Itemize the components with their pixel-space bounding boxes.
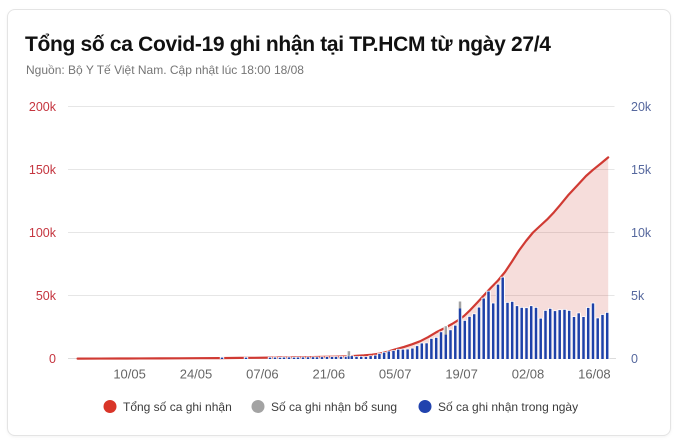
svg-text:20k: 20k [631,100,652,114]
svg-text:16/08: 16/08 [578,366,611,381]
svg-text:10/05: 10/05 [113,366,146,381]
svg-text:10k: 10k [631,226,652,240]
svg-text:19/07: 19/07 [445,366,478,381]
svg-text:150k: 150k [29,163,57,177]
svg-text:0: 0 [631,352,638,366]
svg-text:100k: 100k [29,226,57,240]
svg-text:Tổng số ca ghi nhận: Tổng số ca ghi nhận [123,400,232,414]
svg-text:24/05: 24/05 [180,366,213,381]
svg-text:15k: 15k [631,163,652,177]
svg-text:50k: 50k [36,289,57,303]
svg-text:200k: 200k [29,100,57,114]
svg-text:Số ca ghi nhận trong ngày: Số ca ghi nhận trong ngày [438,400,578,414]
svg-text:21/06: 21/06 [313,366,346,381]
svg-text:Số ca ghi nhận bổ sung: Số ca ghi nhận bổ sung [271,400,397,414]
svg-text:02/08: 02/08 [512,366,545,381]
svg-text:07/06: 07/06 [246,366,279,381]
svg-text:0: 0 [49,352,56,366]
svg-text:05/07: 05/07 [379,366,412,381]
svg-text:5k: 5k [631,289,645,303]
